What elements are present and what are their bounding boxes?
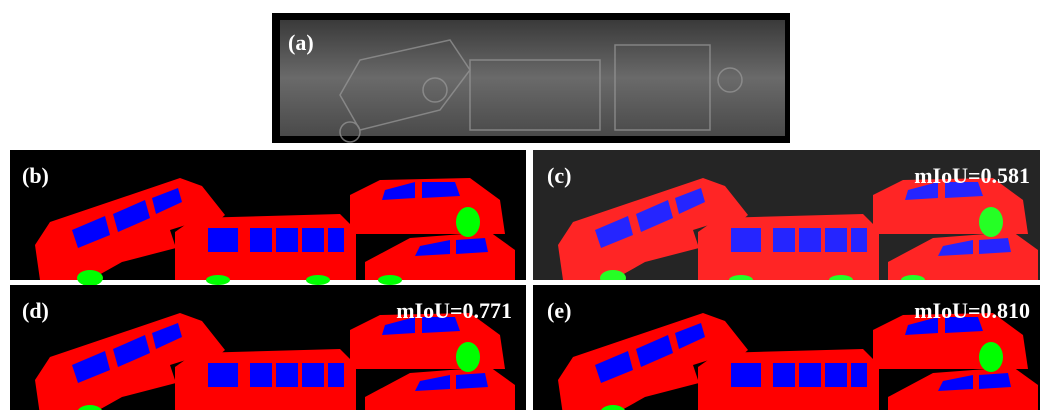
- panel-label: (b): [22, 163, 49, 188]
- panel-c: (c) mIoU=0.581: [533, 150, 1040, 286]
- panel-label: (d): [22, 298, 49, 323]
- panel-d: (d) mIoU=0.771: [10, 285, 526, 410]
- panel-b: (b): [10, 150, 526, 286]
- panel-label: (a): [288, 30, 314, 55]
- metric: mIoU=0.581: [914, 163, 1030, 188]
- panel-e: (e) mIoU=0.810: [533, 285, 1040, 410]
- metric: mIoU=0.810: [914, 298, 1030, 323]
- panel-a: (a): [272, 13, 790, 143]
- metric: mIoU=0.771: [396, 298, 512, 323]
- panel-label: (e): [547, 298, 571, 323]
- figure: (a) (b) (c) mIoU=0.581 (d) mIoU=0.771 (e…: [0, 0, 1040, 410]
- panel-label: (c): [547, 163, 571, 188]
